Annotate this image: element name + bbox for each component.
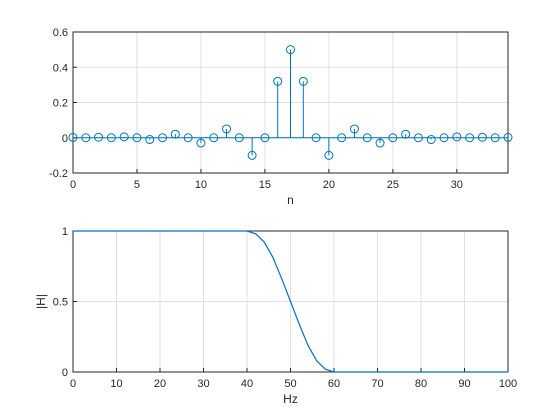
stem-marker — [158, 133, 168, 143]
x-tick-label: 25 — [387, 179, 399, 191]
stem-marker — [324, 150, 334, 160]
stem-marker — [209, 133, 219, 143]
stem-marker — [260, 133, 270, 143]
stem-marker — [183, 133, 193, 143]
stem-marker — [337, 133, 347, 143]
stem-marker — [94, 132, 104, 142]
stem-marker — [477, 132, 487, 142]
line — [73, 230, 508, 373]
x-tick-label: 30 — [451, 179, 463, 191]
stem-marker — [170, 129, 180, 139]
stem-marker — [349, 124, 359, 134]
stem-marker — [119, 132, 129, 142]
stem-marker — [362, 133, 372, 143]
y-tick-label: 0 — [62, 133, 68, 145]
stem-marker — [273, 76, 283, 86]
axes: 0 5 10 15 20 25 30-0.200.20.40.6n — [49, 27, 513, 207]
x-tick-label: 30 — [197, 378, 209, 390]
axes-box — [72, 31, 509, 174]
stem-marker — [145, 135, 155, 145]
x-tick-label: 15 — [259, 179, 271, 191]
stem-marker — [452, 132, 462, 142]
y-tick-label: 1 — [62, 226, 68, 238]
x-tick-label: 90 — [458, 378, 470, 390]
stem-marker — [106, 133, 116, 143]
x-tick-label: 80 — [415, 378, 427, 390]
x-tick-label: 10 — [110, 378, 122, 390]
x-tick-label: 0 — [70, 378, 76, 390]
x-tick-label: 60 — [328, 378, 340, 390]
stem-marker — [503, 132, 513, 142]
stem-marker — [286, 45, 295, 55]
stem-marker — [401, 129, 411, 139]
x-axis-label: n — [287, 193, 294, 207]
stem-marker — [311, 133, 321, 143]
stem-marker — [222, 124, 232, 134]
stem-marker — [196, 138, 206, 148]
stem-marker — [247, 150, 257, 160]
stem-marker — [81, 133, 91, 143]
x-tick-label: 0 — [70, 179, 76, 191]
x-tick-label: 70 — [371, 378, 383, 390]
axes-box — [72, 230, 509, 373]
axes: 0 10 20 30 40 50 60 70 80 90 100 0 0.5 1 Hz |H| — [34, 226, 517, 406]
y-tick-label: 0.5 — [53, 297, 68, 309]
y-tick-label: 0 — [62, 367, 68, 379]
y-axis-label: |H| — [34, 294, 48, 309]
y-tick-label: 0.4 — [53, 62, 68, 74]
x-tick-label: 50 — [284, 378, 296, 390]
x-tick-label: 20 — [323, 179, 335, 191]
stem-marker — [68, 132, 78, 142]
stem-marker — [465, 133, 475, 143]
stem-marker — [234, 133, 244, 143]
stem-marker — [388, 133, 398, 143]
stem-marker — [439, 133, 449, 143]
x-tick-label: 10 — [195, 179, 207, 191]
stem-marker — [490, 133, 500, 143]
y-tick-label: 0.6 — [53, 27, 68, 39]
y-tick-label: 0.2 — [53, 98, 68, 110]
stem-marker — [132, 133, 142, 143]
x-tick-label: 20 — [154, 378, 166, 390]
stem-marker — [413, 133, 423, 143]
x-axis-label: Hz — [283, 392, 298, 406]
x-tick-label: 100 — [499, 378, 517, 390]
x-tick-label: 40 — [241, 378, 253, 390]
stem-marker — [298, 76, 308, 86]
stem-marker — [375, 138, 385, 148]
stem-marker — [426, 135, 436, 145]
x-tick-label: 5 — [134, 179, 140, 191]
y-tick-label: -0.2 — [49, 168, 68, 180]
